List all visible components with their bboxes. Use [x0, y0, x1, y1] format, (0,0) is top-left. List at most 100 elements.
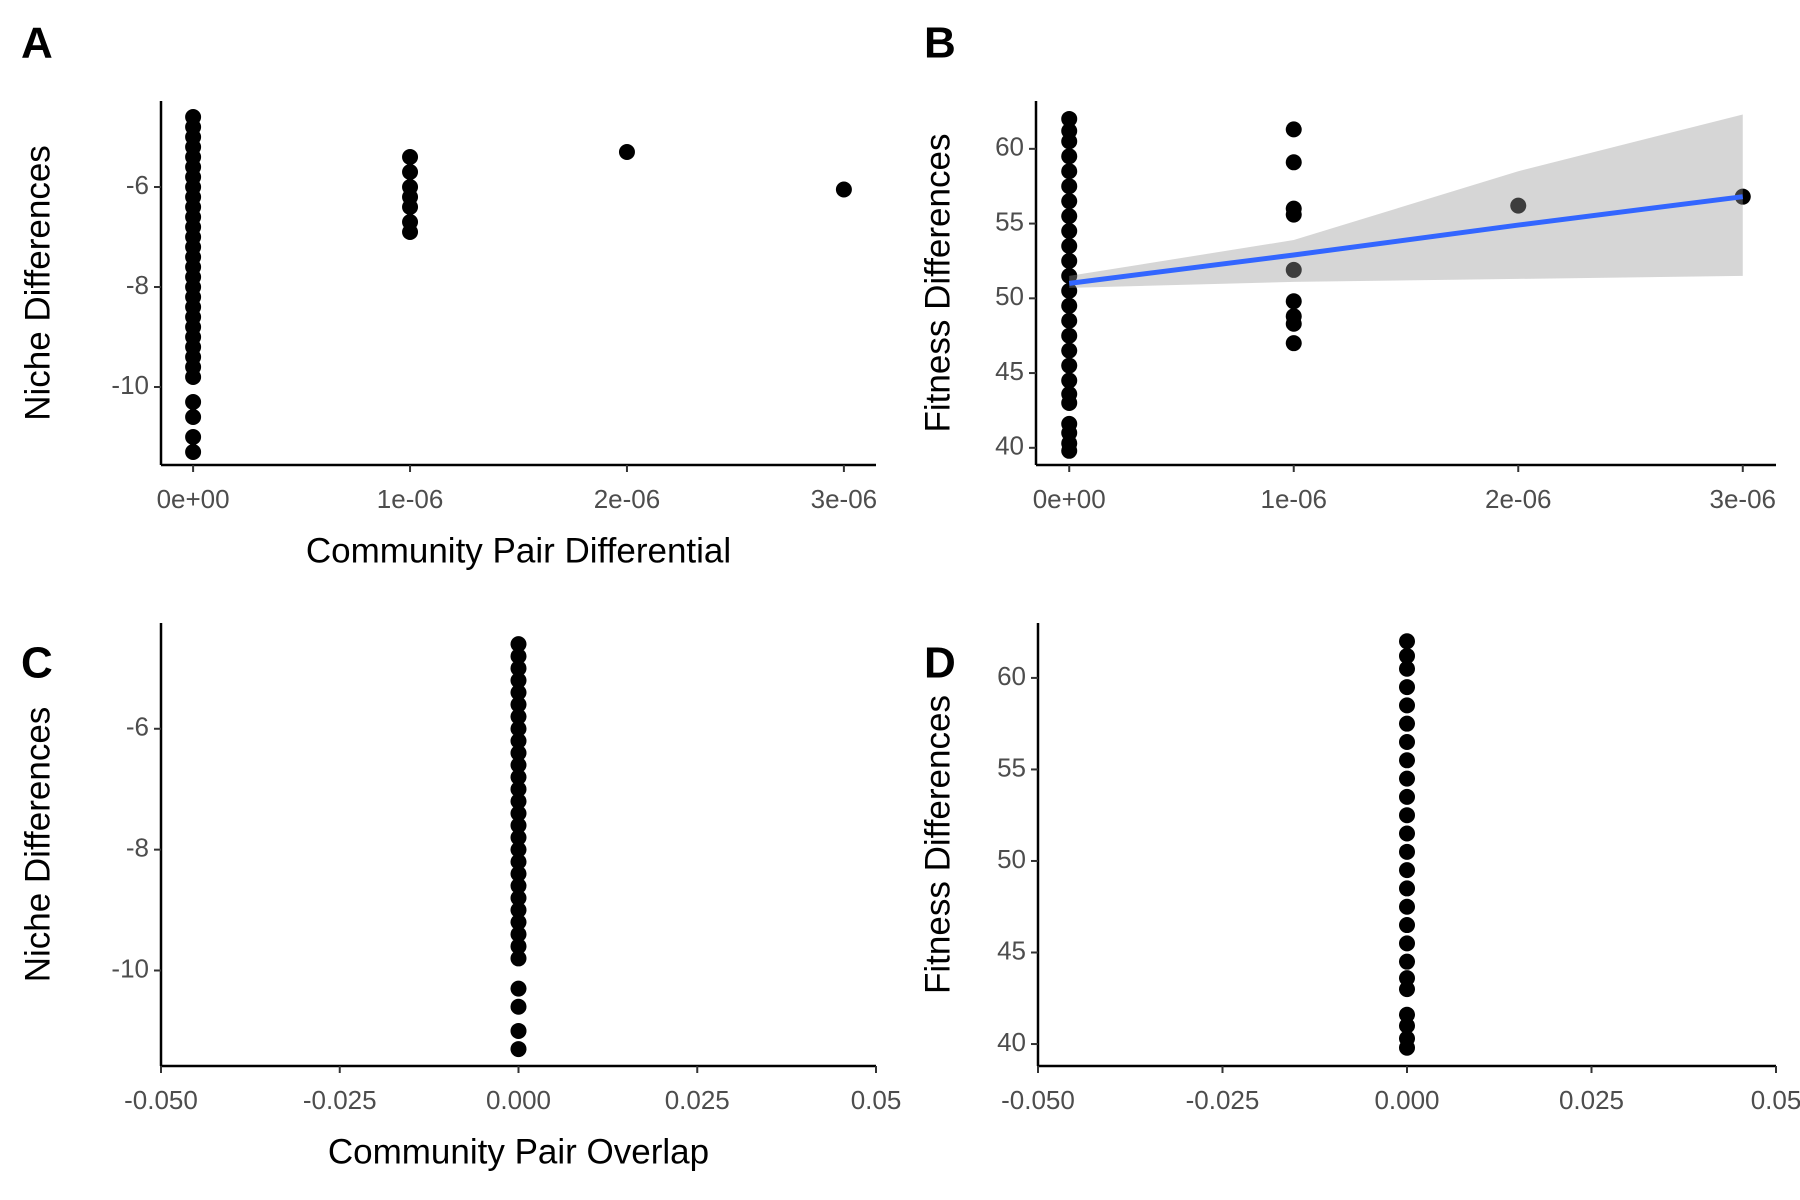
point	[1061, 238, 1078, 255]
x-tick-label: 2e-06	[594, 484, 661, 514]
x-tick-label: 1e-06	[1260, 484, 1327, 514]
point	[1399, 970, 1415, 987]
x-tick-label: 0e+00	[1033, 484, 1106, 514]
y-tick-label: 55	[997, 752, 1026, 782]
x-tick-label: 2e-06	[1485, 484, 1552, 514]
x-tick-label: -0.025	[1186, 1085, 1260, 1115]
point	[1285, 335, 1302, 352]
point	[510, 684, 527, 701]
y-axis-title: Niche Differences	[18, 707, 57, 983]
confidence-band	[1069, 114, 1743, 288]
point	[510, 648, 527, 665]
y-tick-label: -8	[126, 833, 149, 863]
point	[618, 144, 635, 160]
point	[510, 926, 527, 943]
point	[510, 950, 527, 967]
y-axis-title: Fitness Differences	[918, 695, 957, 994]
point	[1061, 122, 1078, 139]
point	[510, 1041, 527, 1058]
x-tick-label: 0.05	[1751, 1085, 1800, 1115]
y-tick-label: -6	[126, 712, 149, 742]
point	[510, 732, 527, 749]
point	[510, 708, 527, 725]
y-tick-label: 45	[997, 935, 1026, 965]
y-tick-label: -8	[126, 270, 149, 300]
x-axis-title: Community Pair Overlap	[328, 1132, 709, 1171]
point	[1285, 315, 1302, 332]
point	[1285, 261, 1302, 278]
point	[1061, 327, 1078, 344]
fit-line	[1068, 194, 1744, 286]
point	[510, 829, 527, 846]
point	[402, 164, 419, 180]
y-tick-label: 40	[995, 431, 1024, 461]
point	[185, 394, 202, 410]
point	[1399, 917, 1415, 934]
x-axis-title: Community Pair Differential	[306, 531, 731, 570]
point	[1061, 415, 1078, 432]
point	[510, 1022, 527, 1039]
y-tick-label: 45	[995, 356, 1024, 386]
point	[1399, 880, 1415, 897]
panel-label: C	[21, 639, 53, 688]
point	[1399, 647, 1415, 664]
x-tick-label: -0.050	[124, 1085, 198, 1115]
point	[1285, 206, 1302, 223]
point	[1061, 357, 1078, 374]
point	[510, 853, 527, 870]
panel-label: A	[21, 19, 53, 68]
y-axis-title: Niche Differences	[18, 145, 57, 421]
y-axis-title: Fitness Differences	[918, 134, 957, 433]
point	[1061, 193, 1078, 210]
point	[1061, 178, 1078, 195]
point	[1061, 208, 1078, 225]
point	[510, 817, 527, 834]
point	[510, 938, 527, 955]
x-tick-label: 1e-06	[377, 484, 444, 514]
point	[1061, 223, 1078, 240]
point	[1399, 935, 1415, 952]
point	[1061, 385, 1078, 402]
point	[510, 841, 527, 858]
point	[1061, 267, 1078, 284]
point	[402, 199, 419, 215]
point	[510, 660, 527, 677]
point	[510, 781, 527, 798]
y-tick-label: 55	[995, 206, 1024, 236]
point	[1061, 312, 1078, 329]
point	[1399, 733, 1415, 750]
point	[510, 769, 527, 786]
x-tick-label: 0.05	[851, 1085, 902, 1115]
point	[402, 149, 419, 165]
point	[510, 636, 527, 653]
x-tick-label: 0.025	[1559, 1085, 1624, 1115]
point	[1285, 121, 1302, 138]
point	[1399, 633, 1415, 650]
point	[1399, 825, 1415, 842]
x-tick-label: 0.025	[665, 1085, 730, 1115]
point	[1061, 148, 1078, 165]
point	[835, 181, 852, 198]
point	[1061, 252, 1078, 269]
y-tick-label: -10	[111, 370, 149, 400]
point	[1399, 660, 1415, 677]
point	[510, 980, 527, 997]
x-tick-label: 0.000	[486, 1085, 551, 1115]
point	[510, 914, 527, 931]
point	[1399, 715, 1415, 732]
point	[185, 444, 202, 460]
point	[510, 672, 527, 689]
point	[510, 696, 527, 713]
x-tick-label: -0.025	[303, 1085, 377, 1115]
x-tick-label: 0e+00	[157, 484, 230, 514]
point	[510, 720, 527, 737]
x-tick-label: -0.050	[1001, 1085, 1075, 1115]
point	[510, 757, 527, 774]
point	[1399, 1017, 1415, 1034]
point	[1285, 293, 1302, 310]
point	[1061, 342, 1078, 359]
y-tick-label: 40	[997, 1027, 1026, 1057]
point	[1399, 843, 1415, 860]
point	[1399, 1006, 1415, 1023]
